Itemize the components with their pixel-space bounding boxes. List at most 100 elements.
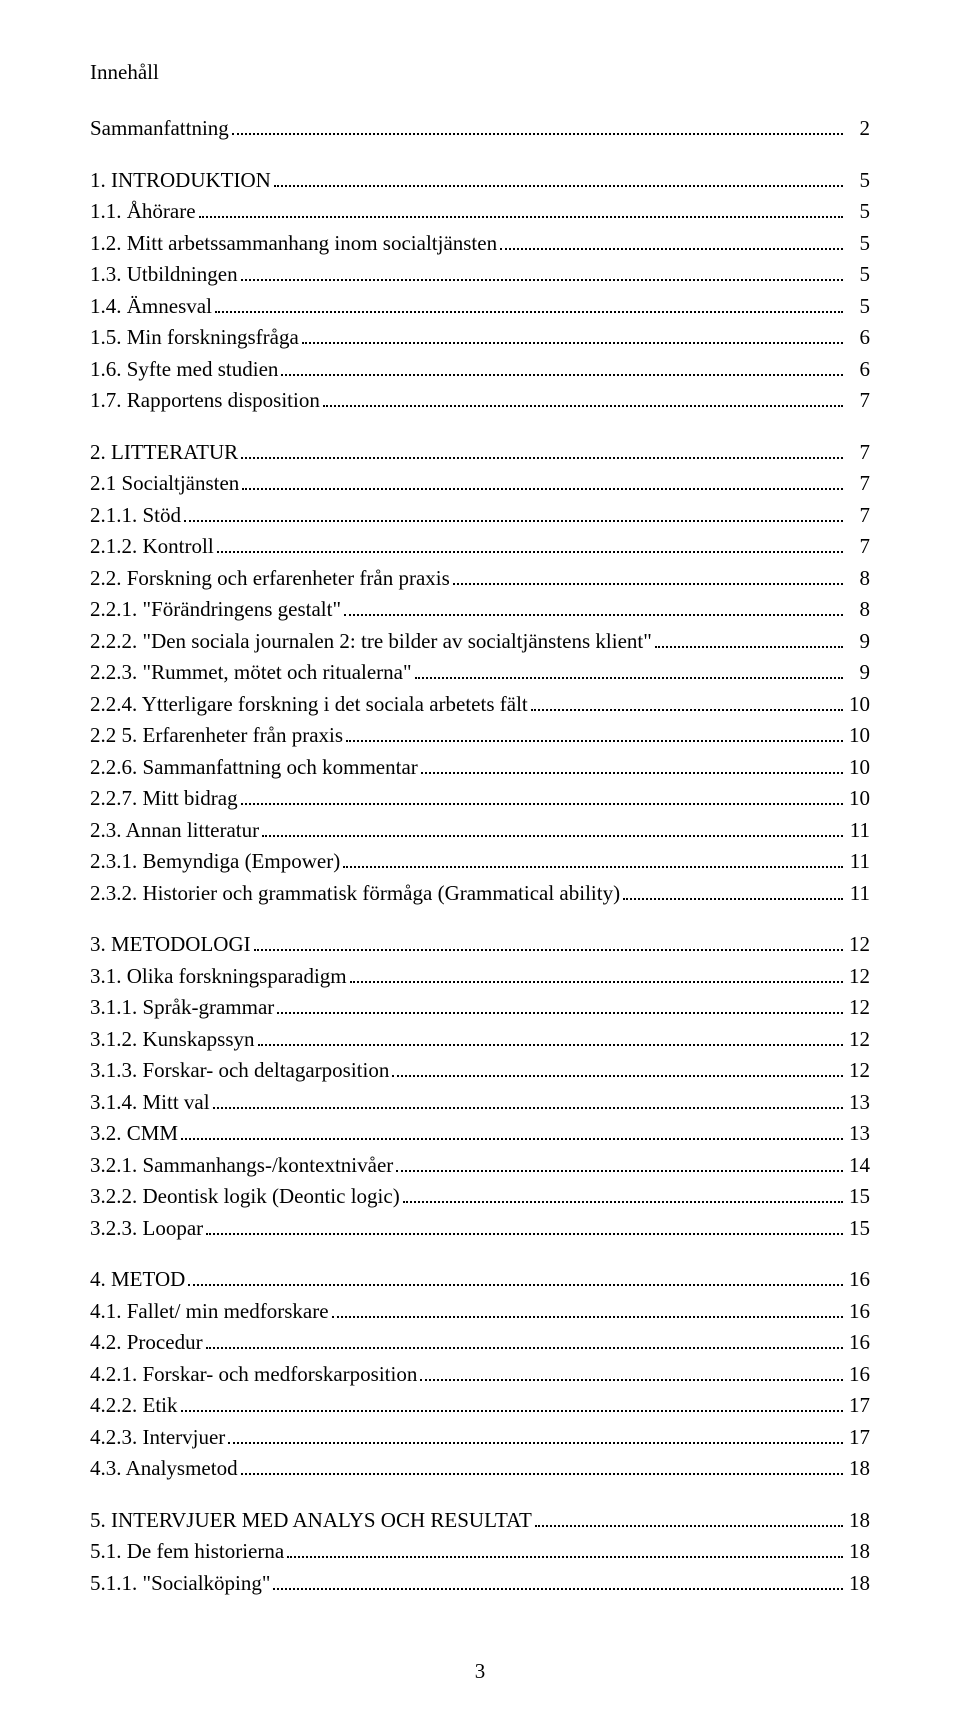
toc-entry-label: 2.1.1. Stöd xyxy=(90,500,181,532)
toc-dot-leader xyxy=(241,1473,843,1475)
toc-entry-page: 13 xyxy=(846,1087,870,1119)
toc-dot-leader xyxy=(215,311,843,313)
toc-entry: 4.2. Procedur16 xyxy=(90,1327,870,1359)
toc-entry-page: 2 xyxy=(846,113,870,145)
toc-dot-leader xyxy=(332,1316,843,1318)
toc-dot-leader xyxy=(258,1044,843,1046)
toc-entry-label: 3.1. Olika forskningsparadigm xyxy=(90,961,347,993)
toc-entry: 2.2.7. Mitt bidrag 10 xyxy=(90,783,870,815)
toc-dot-leader xyxy=(184,520,843,522)
toc-entry-label: 2.2 5. Erfarenheter från praxis xyxy=(90,720,343,752)
toc-entry-page: 12 xyxy=(846,992,870,1024)
toc-entry-label: 1.2. Mitt arbetssammanhang inom socialtj… xyxy=(90,228,497,260)
toc-dot-leader xyxy=(392,1075,843,1077)
toc-entry-label: 1. INTRODUKTION xyxy=(90,165,271,197)
toc-entry: 2.1.2. Kontroll7 xyxy=(90,531,870,563)
toc-entry: 4.2.1. Forskar- och medforskarposition16 xyxy=(90,1359,870,1391)
toc-entry-label: 1.1. Åhörare xyxy=(90,196,196,228)
section-gap xyxy=(90,1244,870,1264)
section-gap xyxy=(90,909,870,929)
toc-entry: 4.3. Analysmetod18 xyxy=(90,1453,870,1485)
toc-entry-label: 2.2.1. "Förändringens gestalt" xyxy=(90,594,341,626)
toc-entry-page: 12 xyxy=(846,1055,870,1087)
toc-dot-leader xyxy=(623,898,843,900)
toc-entry: 2.1 Socialtjänsten7 xyxy=(90,468,870,500)
toc-entry: 1. INTRODUKTION5 xyxy=(90,165,870,197)
toc-entry-label: 4.2. Procedur xyxy=(90,1327,203,1359)
toc-dot-leader xyxy=(213,1107,843,1109)
toc-dot-leader xyxy=(287,1556,843,1558)
toc-dot-leader xyxy=(415,677,843,679)
toc-entry-label: 1.3. Utbildningen xyxy=(90,259,238,291)
toc-dot-leader xyxy=(343,866,843,868)
toc-entry-page: 18 xyxy=(846,1505,870,1537)
toc-dot-leader xyxy=(241,279,843,281)
toc-dot-leader xyxy=(188,1284,843,1286)
toc-entry: 1.6. Syfte med studien6 xyxy=(90,354,870,386)
toc-entry: 2.2.1. "Förändringens gestalt"8 xyxy=(90,594,870,626)
toc-entry: 2.2.4. Ytterligare forskning i det socia… xyxy=(90,689,870,721)
page-number: 3 xyxy=(90,1659,870,1684)
toc-entry: 2. LITTERATUR7 xyxy=(90,437,870,469)
toc-entry: 3.2.2. Deontisk logik (Deontic logic)15 xyxy=(90,1181,870,1213)
toc-entry-page: 15 xyxy=(846,1213,870,1245)
toc-entry: 1.4. Ämnesval5 xyxy=(90,291,870,323)
toc-dot-leader xyxy=(228,1442,843,1444)
toc-entry-label: 3.1.3. Forskar- och deltagarposition xyxy=(90,1055,389,1087)
toc-entry-page: 17 xyxy=(846,1390,870,1422)
toc-entry-page: 10 xyxy=(846,752,870,784)
toc-dot-leader xyxy=(181,1410,844,1412)
toc-dot-leader xyxy=(421,772,843,774)
toc-entry-label: 5.1.1. "Socialköping" xyxy=(90,1568,270,1600)
toc-entry: 5. INTERVJUER MED ANALYS OCH RESULTAT 18 xyxy=(90,1505,870,1537)
toc-entry-page: 18 xyxy=(846,1536,870,1568)
toc-entry-page: 11 xyxy=(846,846,870,878)
toc-dot-leader xyxy=(403,1201,843,1203)
toc-entry-page: 12 xyxy=(846,929,870,961)
toc-entry: 3.1.2. Kunskapssyn12 xyxy=(90,1024,870,1056)
toc-entry-page: 7 xyxy=(846,468,870,500)
toc-entry: 4.2.2. Etik17 xyxy=(90,1390,870,1422)
toc-dot-leader xyxy=(274,185,843,187)
toc-entry-page: 5 xyxy=(846,291,870,323)
toc-entry: 3.1. Olika forskningsparadigm12 xyxy=(90,961,870,993)
toc-entry-label: 2.2.2. "Den sociala journalen 2: tre bil… xyxy=(90,626,652,658)
toc-entry-page: 10 xyxy=(846,783,870,815)
toc-entry-label: 2.2.7. Mitt bidrag xyxy=(90,783,238,815)
toc-entry: Sammanfattning2 xyxy=(90,113,870,145)
toc-entry-label: 1.5. Min forskningsfråga xyxy=(90,322,299,354)
toc-entry: 2.3.2. Historier och grammatisk förmåga … xyxy=(90,878,870,910)
toc-entry: 2.2.6. Sammanfattning och kommentar10 xyxy=(90,752,870,784)
toc-entry: 1.3. Utbildningen 5 xyxy=(90,259,870,291)
toc-dot-leader xyxy=(655,646,843,648)
toc-dot-leader xyxy=(206,1347,843,1349)
toc-dot-leader xyxy=(302,342,843,344)
toc-entry-label: 1.7. Rapportens disposition xyxy=(90,385,320,417)
toc-entry: 1.7. Rapportens disposition 7 xyxy=(90,385,870,417)
toc-dot-leader xyxy=(217,551,843,553)
toc-entry-label: 3.2.2. Deontisk logik (Deontic logic) xyxy=(90,1181,400,1213)
toc-entry-page: 7 xyxy=(846,385,870,417)
toc-dot-leader xyxy=(273,1588,843,1590)
toc-dot-leader xyxy=(199,216,843,218)
toc-entry-label: 2.3.1. Bemyndiga (Empower) xyxy=(90,846,340,878)
toc-entry: 2.1.1. Stöd7 xyxy=(90,500,870,532)
toc-entry: 2.2 5. Erfarenheter från praxis10 xyxy=(90,720,870,752)
toc-entry-label: 2.1.2. Kontroll xyxy=(90,531,214,563)
toc-entry-label: 2.3. Annan litteratur xyxy=(90,815,259,847)
toc-dot-leader xyxy=(350,981,843,983)
toc-dot-leader xyxy=(242,488,843,490)
toc-entry-label: 3.2.1. Sammanhangs-/kontextnivåer xyxy=(90,1150,393,1182)
toc-entry-label: 5. INTERVJUER MED ANALYS OCH RESULTAT xyxy=(90,1505,532,1537)
toc-entry-label: 4.2.1. Forskar- och medforskarposition xyxy=(90,1359,417,1391)
toc-entry-page: 5 xyxy=(846,259,870,291)
toc-entry: 3.1.1. Språk-grammar12 xyxy=(90,992,870,1024)
toc-entry: 3.2.1. Sammanhangs-/kontextnivåer14 xyxy=(90,1150,870,1182)
toc-entry-page: 13 xyxy=(846,1118,870,1150)
toc-entry: 4. METOD16 xyxy=(90,1264,870,1296)
section-gap xyxy=(90,145,870,165)
toc-dot-leader xyxy=(535,1525,843,1527)
toc-entry-page: 8 xyxy=(846,563,870,595)
toc-entry: 1.1. Åhörare5 xyxy=(90,196,870,228)
toc-entry: 2.3.1. Bemyndiga (Empower) 11 xyxy=(90,846,870,878)
